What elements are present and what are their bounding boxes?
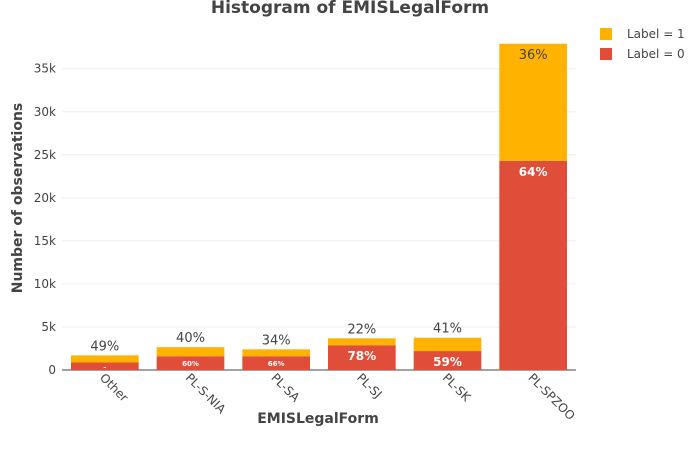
bar-label-0 [327, 345, 396, 370]
legend-label: Label = 0 [627, 47, 685, 61]
y-tick-label: 5k [41, 320, 56, 334]
x-tick-label: PL-SA [268, 371, 303, 406]
x-tick-label: PL-S-NIA [183, 371, 229, 417]
data-label-label-1: 34% [262, 333, 291, 348]
legend-swatch [600, 28, 612, 40]
bar-label-1 [499, 43, 568, 161]
legend-label: Label = 1 [627, 27, 685, 41]
bar-label-1 [70, 355, 139, 363]
x-axis-title: EMISLegalForm [257, 411, 379, 427]
chart-title: Histogram of EMISLegalForm [211, 0, 489, 18]
data-label-label-1: 22% [347, 322, 376, 337]
bar-label-0 [156, 356, 225, 370]
data-label-label-0: - [103, 363, 106, 371]
x-tick-label: PL-SK [440, 371, 474, 405]
data-label-label-1: 41% [433, 322, 462, 337]
bar-label-0 [70, 362, 139, 370]
y-tick-label: 0 [48, 363, 56, 377]
legend: Label = 1 Label = 0 [600, 27, 685, 61]
bar-label-0 [413, 351, 482, 370]
y-tick-label: 25k [34, 148, 56, 162]
data-label-label-0: 64% [519, 165, 548, 179]
y-axis-title: Number of observations [10, 103, 26, 294]
y-tick-label: 10k [34, 277, 56, 291]
bar-label-1 [156, 347, 225, 357]
bar-label-0 [242, 356, 311, 370]
data-label-label-1: 36% [519, 48, 548, 63]
y-tick-label: 30k [34, 105, 56, 119]
data-label-label-0: 60% [182, 360, 199, 368]
y-tick-label: 20k [34, 191, 56, 205]
y-tick-label: 35k [34, 62, 56, 76]
bar-label-1 [327, 338, 396, 346]
data-label-label-1: 40% [176, 331, 205, 346]
bar-label-1 [413, 337, 482, 352]
data-label-label-0: 66% [268, 360, 285, 368]
data-label-label-0: 59% [433, 355, 462, 369]
x-tick-label: PL-SJ [354, 371, 385, 402]
legend-swatch [600, 48, 612, 60]
bar-label-1 [242, 349, 311, 357]
x-tick-label: Other [97, 371, 131, 405]
x-tick-label: PL-SPZOO [525, 371, 577, 423]
bar-label-0 [499, 160, 568, 370]
gridlines [62, 68, 576, 328]
data-label-label-1: 49% [90, 339, 119, 354]
bars: - 49% 60% 40% 66% 34% 78% 22% 59% 41% 64% 36% [70, 43, 568, 371]
y-tick-label: 15k [34, 234, 56, 248]
data-label-label-0: 78% [347, 349, 376, 363]
y-axis: 0 5k 10k 15k 20k 25k 30k 35k [34, 62, 576, 377]
